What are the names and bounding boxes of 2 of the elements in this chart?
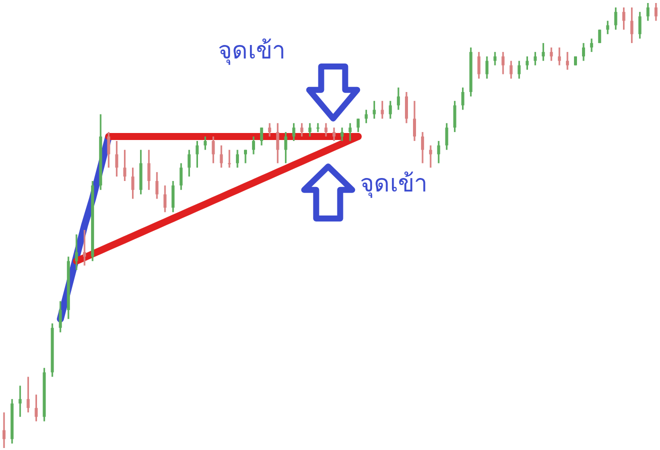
annotation: จุดเข้า bbox=[218, 36, 286, 66]
annotation: จุดเข้า bbox=[360, 170, 428, 198]
